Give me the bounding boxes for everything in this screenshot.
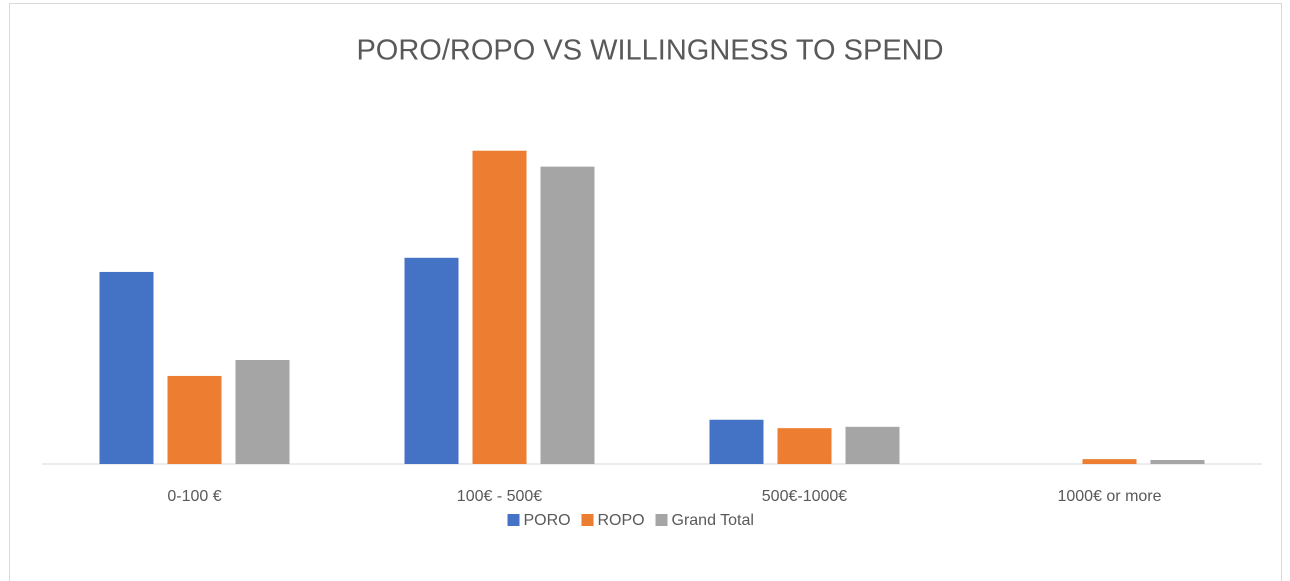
legend-swatch: [507, 514, 520, 526]
bar: [404, 257, 459, 464]
legend-swatch: [655, 514, 668, 526]
bar: [845, 426, 900, 464]
chart-title: PORO/ROPO VS WILLINGNESS TO SPEND: [356, 35, 943, 67]
x-tick-label: 1000€ or more: [1057, 488, 1161, 505]
bar: [235, 360, 290, 464]
legend-label: ROPO: [598, 512, 645, 529]
legend-label: Grand Total: [672, 512, 754, 529]
bar: [709, 419, 764, 464]
bar: [99, 271, 154, 464]
bar: [1082, 459, 1137, 464]
legend-label: PORO: [524, 512, 571, 529]
bar: [472, 150, 527, 464]
x-tick-label: 0-100 €: [167, 488, 221, 505]
bar: [167, 375, 222, 464]
bar: [1150, 460, 1205, 464]
x-tick-label: 500€-1000€: [762, 488, 848, 505]
legend-swatch: [581, 514, 594, 526]
x-tick-label: 100€ - 500€: [457, 488, 543, 505]
bar: [777, 428, 832, 464]
chart-frame: [9, 3, 1282, 581]
bar: [540, 166, 595, 464]
